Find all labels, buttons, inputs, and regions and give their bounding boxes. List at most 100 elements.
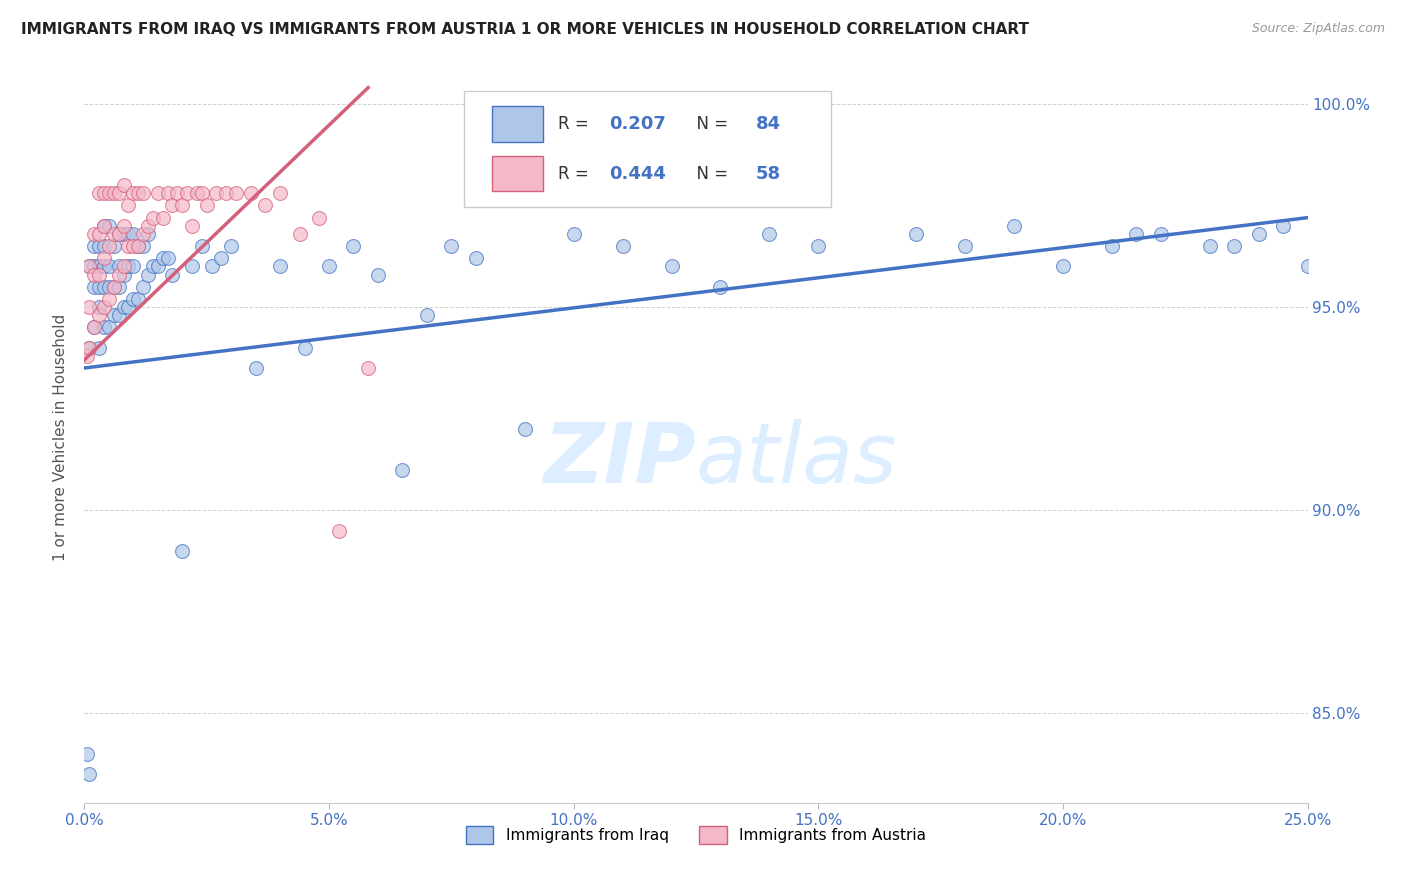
Point	[87, 268, 110, 282]
Point	[953, 239, 976, 253]
Point	[807, 239, 830, 253]
Point	[1223, 239, 1246, 253]
Point	[97, 239, 120, 253]
Point	[97, 260, 120, 274]
Point	[1272, 219, 1295, 233]
Point	[83, 320, 105, 334]
Point	[103, 186, 125, 201]
Point	[612, 239, 634, 253]
Point	[83, 227, 105, 241]
Point	[709, 279, 731, 293]
Point	[661, 260, 683, 274]
Point	[1002, 219, 1025, 233]
Point	[93, 320, 115, 334]
Point	[122, 239, 145, 253]
Point	[342, 239, 364, 253]
Point	[103, 308, 125, 322]
Point	[107, 308, 129, 322]
Point	[146, 186, 169, 201]
Point	[758, 227, 780, 241]
Text: 58: 58	[756, 165, 780, 183]
Legend: Immigrants from Iraq, Immigrants from Austria: Immigrants from Iraq, Immigrants from Au…	[460, 820, 932, 850]
Point	[269, 260, 291, 274]
Point	[205, 186, 228, 201]
Point	[103, 279, 125, 293]
Point	[132, 279, 155, 293]
Point	[77, 300, 100, 314]
Point	[117, 198, 139, 212]
Point	[318, 260, 340, 274]
Point	[77, 260, 100, 274]
Point	[136, 219, 159, 233]
Point	[219, 239, 242, 253]
Point	[562, 227, 585, 241]
Point	[142, 211, 165, 225]
Point	[288, 227, 311, 241]
Point	[328, 524, 350, 538]
Point	[136, 227, 159, 241]
Point	[107, 260, 129, 274]
Point	[239, 186, 262, 201]
Point	[122, 227, 145, 241]
Point	[87, 186, 110, 201]
Point	[112, 260, 135, 274]
Point	[152, 211, 174, 225]
Point	[122, 292, 145, 306]
Point	[97, 279, 120, 293]
Point	[87, 279, 110, 293]
Point	[93, 260, 115, 274]
Point	[308, 211, 330, 225]
Point	[1052, 260, 1074, 274]
Point	[152, 252, 174, 266]
Point	[107, 227, 129, 241]
Point	[254, 198, 277, 212]
Point	[76, 747, 98, 761]
Point	[93, 252, 115, 266]
Point	[83, 268, 105, 282]
Point	[146, 260, 169, 274]
Point	[162, 268, 184, 282]
Point	[513, 422, 536, 436]
FancyBboxPatch shape	[464, 91, 831, 207]
Point	[186, 186, 208, 201]
Text: N =: N =	[686, 115, 734, 133]
Y-axis label: 1 or more Vehicles in Household: 1 or more Vehicles in Household	[53, 313, 69, 561]
Point	[162, 198, 184, 212]
Point	[127, 186, 149, 201]
Point	[77, 767, 100, 781]
Point	[172, 544, 194, 558]
Point	[905, 227, 928, 241]
Point	[416, 308, 439, 322]
Point	[83, 239, 105, 253]
Point	[440, 239, 463, 253]
Point	[191, 186, 214, 201]
Point	[83, 279, 105, 293]
Text: R =: R =	[558, 115, 593, 133]
Point	[200, 260, 222, 274]
Point	[87, 239, 110, 253]
Point	[142, 260, 165, 274]
Point	[93, 279, 115, 293]
Text: Source: ZipAtlas.com: Source: ZipAtlas.com	[1251, 22, 1385, 36]
Point	[245, 361, 267, 376]
Text: 0.444: 0.444	[609, 165, 666, 183]
Text: R =: R =	[558, 165, 593, 183]
Point	[127, 239, 149, 253]
Point	[464, 252, 486, 266]
Point	[87, 341, 110, 355]
Point	[209, 252, 232, 266]
Point	[127, 239, 149, 253]
Point	[195, 198, 218, 212]
Point	[107, 227, 129, 241]
Point	[117, 227, 139, 241]
Point	[1150, 227, 1173, 241]
Point	[83, 260, 105, 274]
Point	[107, 268, 129, 282]
Point	[156, 186, 179, 201]
Text: atlas: atlas	[696, 418, 897, 500]
Point	[93, 300, 115, 314]
Point	[77, 341, 100, 355]
Point	[225, 186, 247, 201]
Point	[122, 186, 145, 201]
Point	[103, 239, 125, 253]
